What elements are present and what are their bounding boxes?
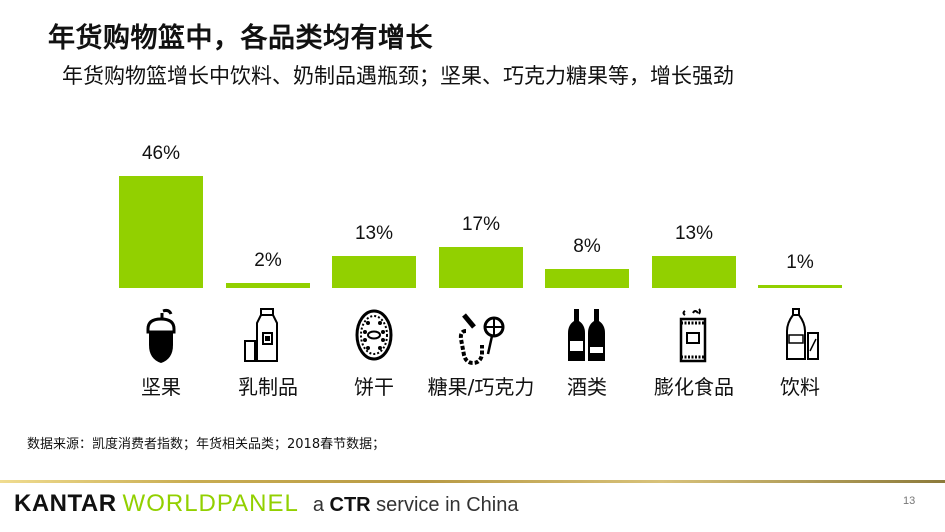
category-label: 乳制品 xyxy=(238,375,298,399)
snack-bag-icon xyxy=(663,305,723,365)
ctr-suffix: service in China xyxy=(370,494,519,516)
bar xyxy=(652,256,736,288)
soda-bottle-can-icon xyxy=(770,305,830,365)
category-label: 酒类 xyxy=(567,375,607,399)
bar xyxy=(439,247,523,288)
page-title: 年货购物篮中，各品类均有增长 xyxy=(48,23,433,54)
bar-value-label: 46% xyxy=(141,143,181,164)
bar xyxy=(119,176,203,288)
brand-kantar: KANTAR xyxy=(14,490,117,517)
page-subtitle: 年货购物篮增长中饮料、奶制品遇瓶颈；坚果、巧克力糖果等，增长强劲 xyxy=(62,64,734,88)
bar xyxy=(758,285,842,288)
bar-value-label: 1% xyxy=(786,252,814,273)
bar-value-label: 13% xyxy=(674,223,714,244)
bar xyxy=(545,269,629,288)
category-label: 坚果 xyxy=(141,375,181,399)
kantar-worldpanel-logo: KANTAR WORLDPANEL a CTR service in China xyxy=(14,490,518,518)
category-label: 饼干 xyxy=(354,375,394,399)
footer-divider xyxy=(0,480,945,483)
ctr-prefix: a xyxy=(312,494,330,516)
category-label: 糖果/巧克力 xyxy=(427,375,535,399)
wine-bottles-icon xyxy=(556,305,616,365)
category-label: 膨化食品 xyxy=(654,375,734,399)
bar-value-label: 13% xyxy=(354,223,394,244)
bar-value-label: 17% xyxy=(461,214,501,235)
bar-value-label: 8% xyxy=(573,236,601,257)
category-label: 饮料 xyxy=(780,375,820,399)
bar-value-label: 2% xyxy=(254,250,282,271)
candy-lollipop-icon xyxy=(450,305,510,365)
ctr-brand: CTR xyxy=(329,494,371,516)
acorn-icon xyxy=(131,305,191,365)
biscuit-icon xyxy=(344,305,404,365)
bar-chart: 46% 2% 13% 17% 8% 13% 1% xyxy=(119,143,842,288)
bar xyxy=(226,283,310,288)
page-number: 13 xyxy=(903,495,916,507)
brand-worldpanel: WORLDPANEL xyxy=(122,490,299,517)
milk-bottle-glass-icon xyxy=(237,305,297,365)
source-note: 数据来源：凯度消费者指数；年货相关品类；2018春节数据； xyxy=(27,437,386,452)
bar xyxy=(332,256,416,288)
